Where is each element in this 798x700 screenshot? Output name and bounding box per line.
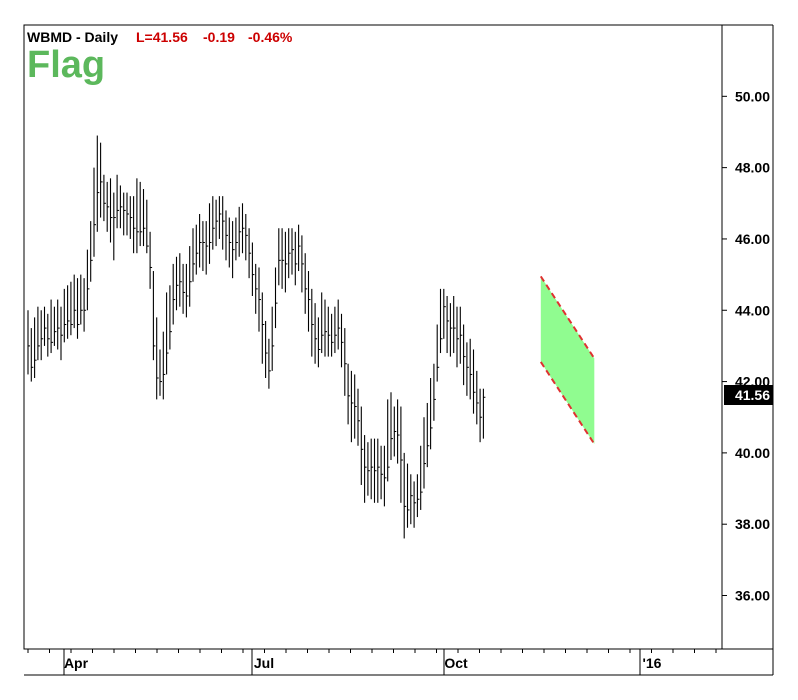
y-tick-label: 36.00 <box>735 588 770 604</box>
y-tick-label: 40.00 <box>735 445 770 461</box>
chart-title: WBMD - Daily <box>27 29 118 45</box>
x-tick-label: '16 <box>643 655 662 671</box>
flag-upper-line <box>539 275 596 359</box>
y-tick-label: 38.00 <box>735 516 770 532</box>
y-tick-label: 44.00 <box>735 302 770 318</box>
y-tick-label: 50.00 <box>735 88 770 104</box>
last-price-readout: L=41.56 <box>136 29 188 45</box>
last-price-label: 41.56 <box>735 387 770 403</box>
plot-frame <box>23 24 723 650</box>
x-axis: Apr Jul Oct '16 <box>27 649 717 675</box>
pattern-label: Flag <box>27 44 105 86</box>
x-tick-label: Jul <box>254 655 274 671</box>
price-bars <box>27 135 486 539</box>
price-change: -0.19 <box>203 29 235 45</box>
y-tick-label: 46.00 <box>735 231 770 247</box>
x-tick-label: Apr <box>64 655 89 671</box>
x-tick-label: Oct <box>444 655 468 671</box>
flag-lower-line <box>539 361 596 445</box>
y-tick-label: 48.00 <box>735 160 770 176</box>
flag-channel <box>540 276 595 444</box>
price-change-pct: -0.46% <box>248 29 293 45</box>
last-price-box <box>724 385 773 405</box>
flag-pattern <box>539 275 596 445</box>
